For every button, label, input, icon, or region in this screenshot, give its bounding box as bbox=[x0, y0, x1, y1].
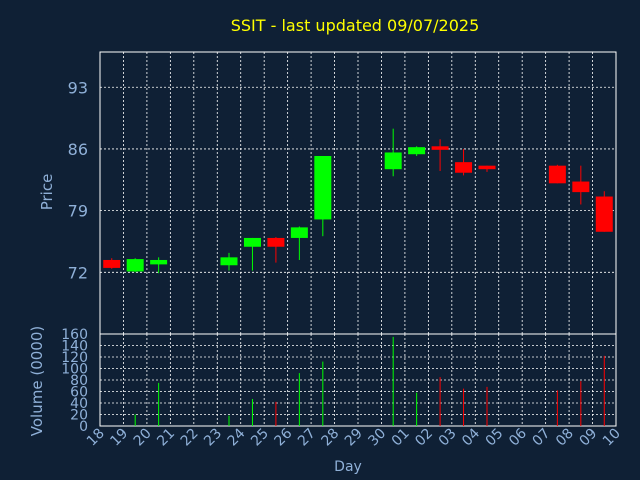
x-tick-label: 29 bbox=[342, 426, 366, 450]
x-tick-label: 08 bbox=[553, 426, 577, 450]
candle-body bbox=[408, 147, 426, 155]
candle-body bbox=[595, 196, 613, 232]
chart-title: SSIT - last updated 09/07/2025 bbox=[231, 16, 480, 35]
x-tick-label: 20 bbox=[131, 426, 155, 450]
price-y-tick-label: 93 bbox=[68, 78, 88, 97]
volume-y-tick-label: 80 bbox=[70, 373, 88, 389]
candlestick-series bbox=[103, 128, 613, 274]
x-tick-label: 02 bbox=[412, 426, 436, 450]
candle-body bbox=[478, 165, 496, 170]
x-tick-label: 19 bbox=[107, 426, 131, 450]
x-tick-label: 06 bbox=[506, 425, 530, 449]
candle-body bbox=[126, 259, 144, 272]
x-axis-label: Day bbox=[334, 459, 362, 475]
price-y-tick-label: 86 bbox=[68, 140, 88, 159]
volume-y-tick-label: 100 bbox=[61, 362, 88, 378]
x-tick-label: 21 bbox=[154, 426, 178, 450]
x-tick-label: 28 bbox=[318, 426, 342, 450]
volume-grid bbox=[99, 333, 617, 427]
volume-y-tick-label: 60 bbox=[70, 385, 88, 401]
candle-body bbox=[548, 165, 566, 184]
x-tick-labels: 18 19 20 21 22 23 24 25 26 27 28 29 30 01 02 03 04 05 06 07… bbox=[84, 425, 624, 449]
x-tick-label: 30 bbox=[365, 426, 389, 450]
x-tick-label: 23 bbox=[201, 426, 225, 450]
price-y-tick-label: 72 bbox=[68, 263, 88, 282]
candle-body bbox=[267, 237, 285, 247]
volume-y-tick-label: 0 bbox=[79, 419, 88, 435]
x-tick-label: 07 bbox=[530, 426, 554, 450]
price-y-tick-labels: 72 79 86 93 bbox=[68, 78, 88, 282]
volume-y-tick-label: 20 bbox=[70, 408, 88, 424]
volume-y-tick-label: 120 bbox=[61, 350, 88, 366]
x-tick-label: 05 bbox=[483, 426, 507, 450]
x-tick-label: 22 bbox=[178, 426, 202, 450]
volume-y-tick-label: 40 bbox=[70, 396, 88, 412]
candle-body bbox=[220, 257, 238, 266]
candle-body bbox=[290, 227, 308, 238]
price-axis-label: Price bbox=[38, 174, 56, 211]
candle-body bbox=[243, 237, 261, 247]
x-tick-label: 04 bbox=[459, 425, 483, 449]
x-tick-label: 26 bbox=[272, 425, 296, 449]
volume-y-tick-label: 140 bbox=[61, 339, 88, 355]
x-tick-label: 24 bbox=[225, 425, 249, 449]
candle-body bbox=[314, 155, 332, 220]
x-tick-label: 01 bbox=[389, 426, 413, 450]
x-tick-label: 25 bbox=[248, 426, 272, 450]
x-tick-label: 09 bbox=[576, 426, 600, 450]
candle-body bbox=[150, 259, 168, 265]
price-y-tick-label: 79 bbox=[68, 202, 88, 221]
candle-body bbox=[572, 181, 590, 193]
price-grid bbox=[99, 51, 617, 335]
volume-plot-frame bbox=[99, 333, 617, 427]
candle-body bbox=[455, 162, 473, 173]
candle-body bbox=[431, 146, 449, 150]
volume-series bbox=[134, 336, 605, 426]
x-tick-label: 10 bbox=[600, 426, 624, 450]
x-tick-label: 27 bbox=[295, 426, 319, 450]
volume-axis-label: Volume (0000) bbox=[28, 326, 46, 436]
candle-body bbox=[103, 259, 121, 268]
volume-y-tick-label: 160 bbox=[61, 327, 88, 343]
candle-body bbox=[384, 152, 402, 170]
x-tick-label: 03 bbox=[436, 426, 460, 450]
